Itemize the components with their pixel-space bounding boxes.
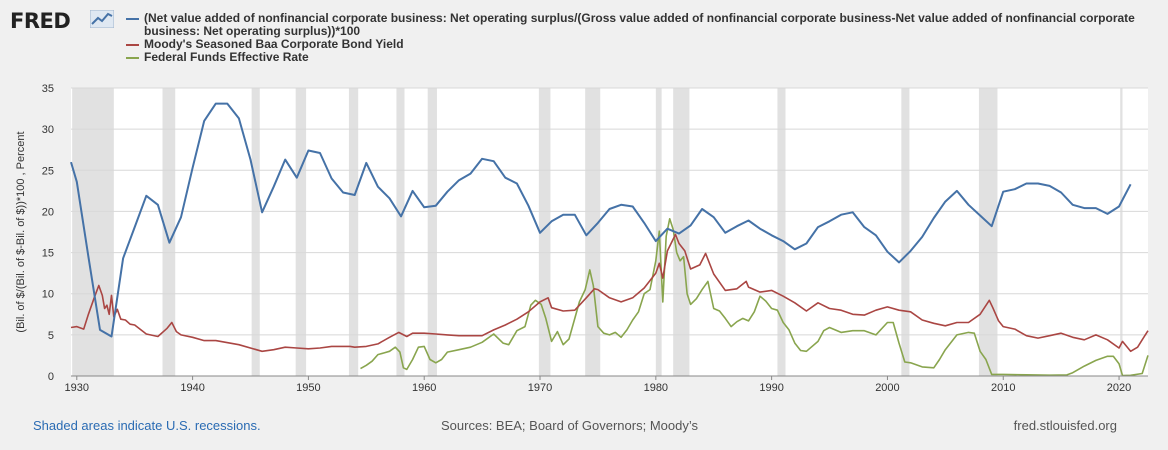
legend-item-series1[interactable]: (Net value added of nonfinancial corpora… (124, 12, 1154, 38)
y-tick-label: 5 (48, 330, 54, 342)
x-tick-label: 1980 (644, 382, 668, 394)
legend-swatch-series3 (126, 57, 139, 59)
recession-band (538, 88, 551, 376)
recession-band (348, 88, 359, 376)
y-axis-ticks: 0 5 10 15 20 25 30 35 (42, 83, 54, 383)
y-tick-label: 35 (42, 83, 54, 95)
x-tick-label: 1950 (296, 382, 320, 394)
y-tick-label: 10 (42, 289, 54, 301)
recession-band (295, 88, 307, 376)
recession-band (396, 88, 405, 376)
y-tick-label: 30 (42, 124, 54, 136)
recession-band (1120, 88, 1123, 376)
recession-band (72, 88, 114, 376)
y-tick-label: 0 (48, 371, 54, 383)
plot-background (71, 88, 1148, 376)
series-lines (70, 102, 1149, 377)
legend-label-series3: Federal Funds Effective Rate (144, 50, 309, 64)
recession-band (427, 88, 437, 376)
recession-band (777, 88, 786, 376)
y-tick-label: 15 (42, 248, 54, 260)
fred-logo[interactable]: FRED (10, 9, 71, 33)
x-tick-label: 2010 (991, 382, 1015, 394)
x-tick-label: 2020 (1107, 382, 1131, 394)
site-link[interactable]: fred.stlouisfed.org (1013, 418, 1117, 433)
recession-note[interactable]: Shaded areas indicate U.S. recessions. (33, 418, 261, 433)
recession-band (585, 88, 601, 376)
recession-band (162, 88, 176, 376)
header: FRED (Net value added of nonfinancial co… (0, 0, 1168, 80)
series-line-3[interactable] (360, 218, 1149, 377)
x-axis-ticks: 1930 1940 1950 1960 1970 1980 1990 2000 2010 2020 (65, 375, 1148, 394)
y-tick-label: 20 (42, 206, 54, 218)
y-axis-label: (Bil. of $/(Bil. of $-Bil. of $))*100 , … (15, 131, 27, 332)
recession-shading (72, 88, 1123, 376)
legend-item-series2[interactable]: Moody's Seasoned Baa Corporate Bond Yiel… (124, 38, 1154, 51)
recession-band (251, 88, 260, 376)
y-tick-label: 25 (42, 165, 54, 177)
x-tick-label: 1990 (759, 382, 783, 394)
recession-band (901, 88, 910, 376)
x-tick-label: 1960 (412, 382, 436, 394)
x-tick-label: 1970 (528, 382, 552, 394)
sources-text: Sources: BEA; Board of Governors; Moody’… (441, 418, 698, 433)
legend-swatch-series2 (126, 44, 139, 46)
series-line-1[interactable] (70, 102, 1132, 338)
recession-band (978, 88, 998, 376)
x-tick-label: 1930 (65, 382, 89, 394)
legend-label-series1: (Net value added of nonfinancial corpora… (144, 11, 1135, 38)
x-tick-label: 2000 (875, 382, 899, 394)
legend-item-series3[interactable]: Federal Funds Effective Rate (124, 51, 1154, 64)
x-tick-label: 1940 (180, 382, 204, 394)
legend-swatch-series1 (126, 18, 139, 20)
legend-label-series2: Moody's Seasoned Baa Corporate Bond Yiel… (144, 37, 404, 51)
series-line-2[interactable] (70, 233, 1149, 353)
chart-legend: (Net value added of nonfinancial corpora… (124, 12, 1154, 64)
trend-line-icon (90, 10, 114, 28)
